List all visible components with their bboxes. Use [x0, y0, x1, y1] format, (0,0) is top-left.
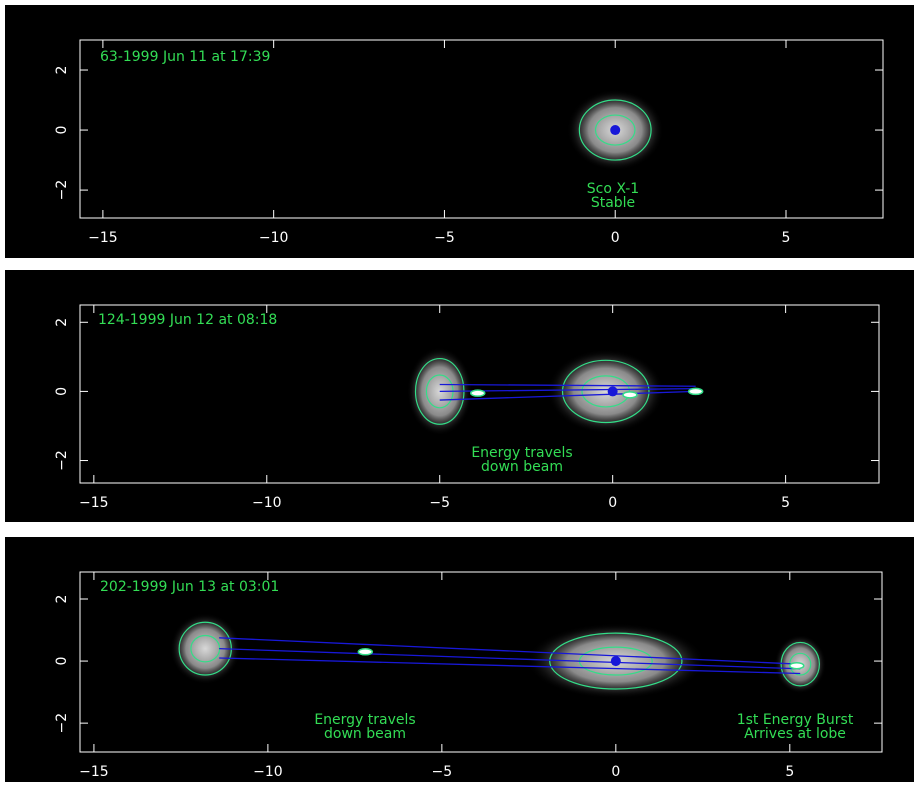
knot	[471, 390, 485, 396]
x-tick-label: −15	[79, 495, 109, 511]
y-tick-label: 0	[54, 387, 70, 396]
core	[611, 656, 621, 666]
x-tick-label: −10	[253, 764, 283, 780]
x-tick-label: −10	[259, 230, 289, 246]
knot	[790, 663, 804, 669]
x-tick-label: 5	[785, 764, 794, 780]
y-tick-label: −2	[54, 450, 70, 471]
annotation: down beam	[324, 726, 406, 742]
knot	[689, 388, 703, 394]
core	[610, 125, 620, 135]
annotation: Arrives at lobe	[744, 726, 846, 742]
x-tick-label: 0	[608, 495, 617, 511]
annotation: down beam	[481, 459, 563, 475]
y-tick-label: 2	[54, 318, 70, 327]
emission-glow	[547, 349, 664, 433]
x-tick-label: −5	[432, 764, 453, 780]
x-tick-label: 0	[611, 764, 620, 780]
annotation: Stable	[591, 195, 635, 211]
x-tick-label: −5	[434, 230, 455, 246]
y-tick-label: 0	[54, 126, 70, 135]
panel-title: 202-1999 Jun 13 at 03:01	[100, 579, 279, 595]
y-tick-label: −2	[54, 713, 70, 734]
panel-background	[5, 5, 914, 258]
y-tick-label: 2	[54, 66, 70, 75]
x-tick-label: −15	[79, 764, 109, 780]
y-tick-label: 2	[54, 595, 70, 604]
figure: −15−10−505−20263-1999 Jun 11 at 17:39Sco…	[0, 0, 919, 786]
x-tick-label: 5	[782, 230, 791, 246]
x-tick-label: 5	[781, 495, 790, 511]
x-tick-label: −5	[429, 495, 450, 511]
panel-title: 63-1999 Jun 11 at 17:39	[100, 49, 270, 65]
x-tick-label: −15	[88, 230, 118, 246]
knot	[623, 392, 637, 398]
y-tick-label: 0	[54, 657, 70, 666]
x-tick-label: −10	[252, 495, 282, 511]
core	[608, 386, 618, 396]
panel-title: 124-1999 Jun 12 at 08:18	[98, 312, 277, 328]
y-tick-label: −2	[54, 180, 70, 201]
x-tick-label: 0	[611, 230, 620, 246]
knot	[358, 649, 372, 655]
